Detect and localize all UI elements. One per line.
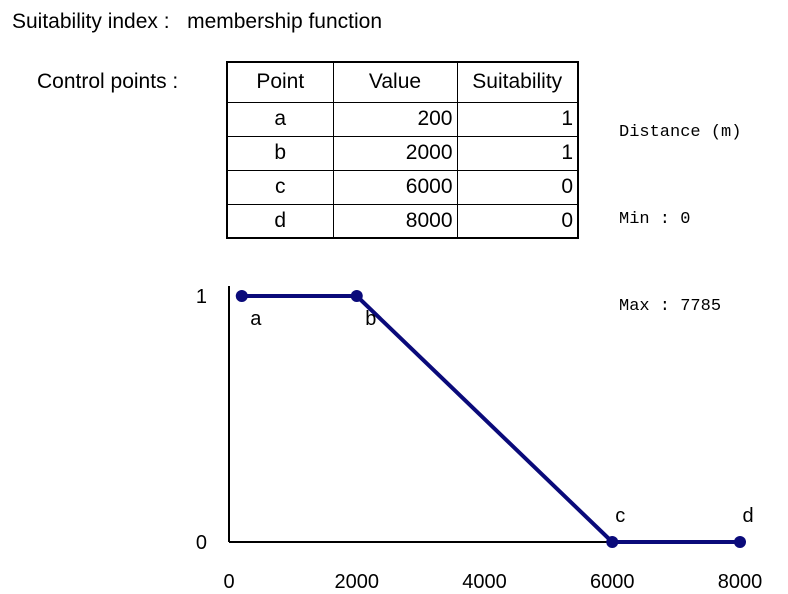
y-tick-label: 0 bbox=[196, 532, 207, 554]
control-points-table: Point Value Suitability a 200 1 b 2000 1… bbox=[226, 61, 579, 239]
distance-info: Distance (m) Min : 0 Max : 7785 bbox=[619, 60, 741, 350]
x-tick-label: 4000 bbox=[462, 571, 507, 593]
x-tick-label: 2000 bbox=[335, 571, 380, 593]
table-header-row: Point Value Suitability bbox=[226, 61, 579, 103]
y-tick-label: 1 bbox=[196, 286, 207, 308]
table-row[interactable]: c 6000 0 bbox=[226, 169, 579, 205]
table-row[interactable]: b 2000 1 bbox=[226, 135, 579, 171]
data-point-label: d bbox=[742, 505, 753, 527]
suitability-cell[interactable]: 0 bbox=[456, 203, 579, 239]
membership-line bbox=[239, 294, 742, 544]
column-header-value: Value bbox=[332, 61, 458, 103]
data-point-label: c bbox=[615, 505, 625, 527]
column-header-suitability: Suitability bbox=[456, 61, 579, 103]
x-tick-label: 8000 bbox=[718, 571, 763, 593]
distance-title: Distance (m) bbox=[619, 123, 742, 142]
data-point bbox=[606, 536, 619, 548]
data-point bbox=[734, 536, 746, 548]
data-point-label: b bbox=[365, 308, 376, 330]
page-title: Suitability index : membership function bbox=[12, 10, 383, 33]
value-cell[interactable]: 6000 bbox=[332, 169, 458, 205]
distance-min: Min : 0 bbox=[619, 210, 691, 229]
data-point bbox=[235, 290, 248, 302]
value-cell[interactable]: 200 bbox=[332, 101, 458, 137]
suitability-cell[interactable]: 1 bbox=[456, 101, 579, 137]
data-point-label: a bbox=[250, 308, 262, 330]
suitability-cell[interactable]: 1 bbox=[456, 135, 579, 171]
point-cell[interactable]: d bbox=[226, 203, 334, 239]
distance-max: Max : 7785 bbox=[619, 297, 722, 316]
control-points-label: Control points : bbox=[37, 70, 179, 93]
data-point bbox=[350, 290, 363, 302]
table-row[interactable]: d 8000 0 bbox=[226, 203, 579, 239]
table-row[interactable]: a 200 1 bbox=[226, 101, 579, 137]
x-tick-label: 6000 bbox=[590, 571, 635, 593]
x-tick-label: 0 bbox=[223, 571, 234, 593]
value-cell[interactable]: 8000 bbox=[332, 203, 458, 239]
